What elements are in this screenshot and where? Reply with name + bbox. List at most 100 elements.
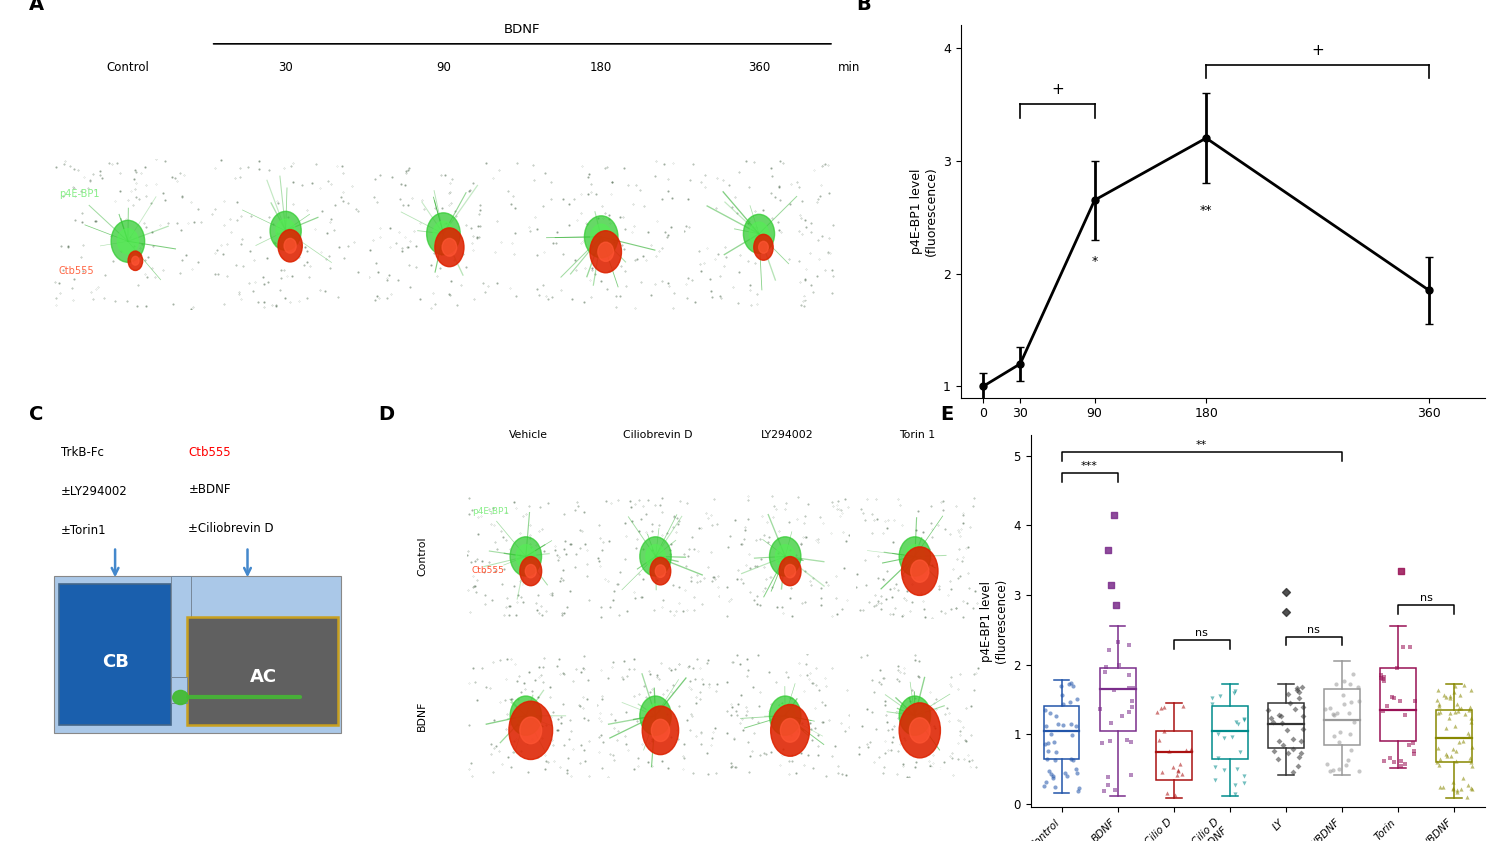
Point (1059, 752, 1083, 765)
Point (1370, 668, 1394, 681)
Point (1155, 786, 1179, 800)
Point (1119, 694, 1143, 707)
Point (1455, 791, 1479, 804)
Point (1170, 768, 1194, 781)
Point (1290, 680, 1314, 693)
Point (1041, 769, 1065, 782)
Point (1287, 759, 1311, 773)
Point (1036, 764, 1060, 778)
FancyBboxPatch shape (171, 677, 186, 703)
Point (1336, 706, 1360, 720)
Text: ***: *** (1082, 461, 1098, 471)
Point (1262, 716, 1286, 729)
Point (1036, 744, 1060, 758)
Point (1166, 769, 1190, 782)
Point (1090, 736, 1114, 749)
Text: AC: AC (249, 668, 276, 686)
Point (1460, 683, 1484, 696)
Point (1452, 679, 1476, 692)
Point (1066, 785, 1090, 798)
Point (1440, 749, 1464, 763)
Point (1119, 736, 1143, 749)
Point (1224, 762, 1248, 775)
Point (1272, 738, 1296, 752)
Point (1269, 710, 1293, 723)
Point (1458, 752, 1482, 765)
Point (1449, 701, 1473, 715)
Point (1262, 744, 1286, 758)
Point (1322, 764, 1346, 777)
Point (1257, 703, 1281, 717)
Point (1034, 775, 1058, 789)
Point (1458, 700, 1482, 713)
Point (1208, 689, 1231, 702)
Point (1437, 690, 1461, 703)
Point (1426, 683, 1450, 696)
Point (1442, 685, 1466, 699)
Text: +: + (1311, 43, 1324, 58)
Point (1317, 764, 1341, 778)
Point (1156, 744, 1180, 758)
Point (1437, 691, 1461, 705)
Point (1100, 578, 1124, 591)
Point (1224, 716, 1248, 729)
Ellipse shape (172, 690, 189, 705)
Point (1167, 764, 1191, 778)
Point (1456, 778, 1480, 791)
Point (1460, 781, 1484, 795)
FancyBboxPatch shape (58, 584, 171, 726)
Text: **: ** (1200, 204, 1212, 217)
Point (1347, 764, 1371, 777)
Text: ±LY294002: ±LY294002 (60, 485, 128, 498)
Y-axis label: p4E-BP1 level
(fluorescence): p4E-BP1 level (fluorescence) (980, 579, 1008, 664)
Point (1220, 730, 1244, 743)
Point (1443, 679, 1467, 692)
Point (1203, 760, 1227, 774)
Text: TrkB-Fc: TrkB-Fc (60, 446, 104, 459)
Point (1200, 691, 1224, 705)
Point (1096, 543, 1120, 557)
Text: ±BDNF: ±BDNF (189, 484, 231, 496)
Point (1448, 701, 1472, 715)
Point (1268, 735, 1292, 748)
Point (1332, 674, 1356, 688)
Point (1286, 683, 1310, 696)
Text: CB: CB (102, 653, 129, 671)
Point (1324, 706, 1348, 720)
Point (1206, 751, 1230, 764)
Point (1212, 764, 1236, 777)
Point (1292, 722, 1316, 736)
Point (1065, 766, 1089, 780)
Point (1228, 746, 1252, 759)
Text: ns: ns (1419, 594, 1432, 603)
Point (1120, 701, 1144, 714)
Point (1460, 782, 1484, 796)
Point (1444, 785, 1468, 798)
Point (1059, 677, 1083, 690)
Point (1096, 770, 1120, 784)
Point (1226, 717, 1250, 730)
Point (1402, 744, 1426, 758)
Point (1065, 692, 1089, 706)
Point (1152, 725, 1176, 738)
Text: C: C (30, 405, 44, 424)
Point (1232, 711, 1256, 725)
Point (1064, 763, 1088, 776)
Point (1062, 754, 1086, 767)
Text: *: * (1092, 255, 1098, 268)
Point (1371, 674, 1395, 687)
Point (1432, 688, 1456, 701)
Point (1286, 681, 1310, 695)
Point (1442, 782, 1466, 796)
Point (1096, 643, 1120, 656)
Point (1426, 700, 1450, 713)
Text: +: + (1052, 82, 1064, 98)
Point (1162, 788, 1186, 801)
Point (1281, 733, 1305, 746)
Text: BDNF: BDNF (417, 701, 428, 731)
Point (1044, 709, 1068, 722)
Point (1120, 681, 1144, 695)
Point (1096, 778, 1120, 791)
Point (1116, 668, 1140, 681)
Point (1323, 678, 1347, 691)
